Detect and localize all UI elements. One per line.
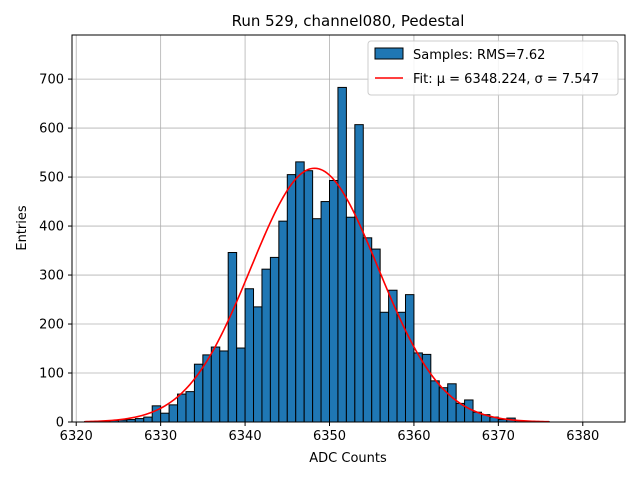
histogram-bar [219, 350, 229, 423]
y-tick-label: 0 [56, 416, 64, 431]
y-tick-label: 400 [39, 220, 64, 235]
histogram-bar [345, 216, 356, 423]
histogram-bar [404, 294, 415, 423]
x-tick-label: 6340 [229, 429, 262, 444]
histogram-bar [244, 288, 255, 423]
histogram-bar [371, 248, 381, 423]
x-tick-label: 6370 [482, 429, 515, 444]
histogram-bar [236, 347, 246, 423]
histogram-bar [134, 418, 145, 423]
histogram-bar [177, 393, 187, 423]
x-tick-label: 6380 [566, 429, 599, 444]
legend-label-samples: Samples: RMS=7.62 [413, 48, 545, 63]
legend-box [367, 40, 619, 96]
histogram-bar [312, 218, 322, 423]
x-tick-label: 6330 [144, 429, 177, 444]
plot-frame [71, 34, 626, 423]
histogram-bar [160, 412, 170, 423]
histogram-bar [227, 252, 238, 423]
histogram-bar [168, 404, 179, 423]
histogram-bar [464, 399, 474, 423]
histogram-bar [320, 201, 331, 423]
x-tick-label: 6360 [397, 429, 430, 444]
histogram-bar [430, 380, 440, 423]
x-tick-label: 6320 [60, 429, 93, 444]
histogram-bar [303, 170, 314, 423]
y-tick-label: 300 [39, 269, 64, 284]
histogram-bar [362, 237, 373, 423]
y-tick-label: 600 [39, 122, 64, 137]
histogram-bar [261, 268, 271, 423]
histogram-bar [329, 179, 339, 423]
histogram-bar [143, 416, 153, 423]
histogram-bar [379, 311, 390, 423]
x-tick-label: 6350 [313, 429, 346, 444]
histogram-bar [253, 306, 263, 423]
legend-swatch-samples [374, 47, 404, 60]
y-tick-label: 500 [39, 171, 64, 186]
histogram-bar [413, 352, 423, 423]
y-axis-label: Entries [15, 205, 30, 251]
y-tick-label: 100 [39, 367, 64, 382]
histogram-bar [278, 220, 288, 423]
legend-label-fit: Fit: μ = 6348.224, σ = 7.547 [413, 72, 599, 87]
histogram-bar [269, 256, 280, 423]
x-axis-label: ADC Counts [309, 451, 387, 466]
histogram-bar [185, 391, 195, 423]
y-tick-label: 200 [39, 318, 64, 333]
gaussian-fit-curve [84, 167, 550, 423]
y-axis-ticks: 0 100 200 300 400 500 600 700 [39, 73, 72, 431]
histogram-bar [447, 383, 457, 423]
histogram-bar [295, 161, 305, 423]
x-axis-ticks: 6320 6330 6340 6350 6360 6370 6380 [60, 422, 599, 444]
histogram-bar [354, 124, 364, 423]
histogram-bar [210, 346, 221, 423]
histogram-bar [286, 174, 297, 423]
y-tick-label: 700 [39, 73, 64, 88]
histogram-bar [337, 86, 347, 423]
legend: Samples: RMS=7.62 Fit: μ = 6348.224, σ =… [367, 40, 619, 96]
chart-title: Run 529, channel080, Pedestal [232, 12, 465, 30]
